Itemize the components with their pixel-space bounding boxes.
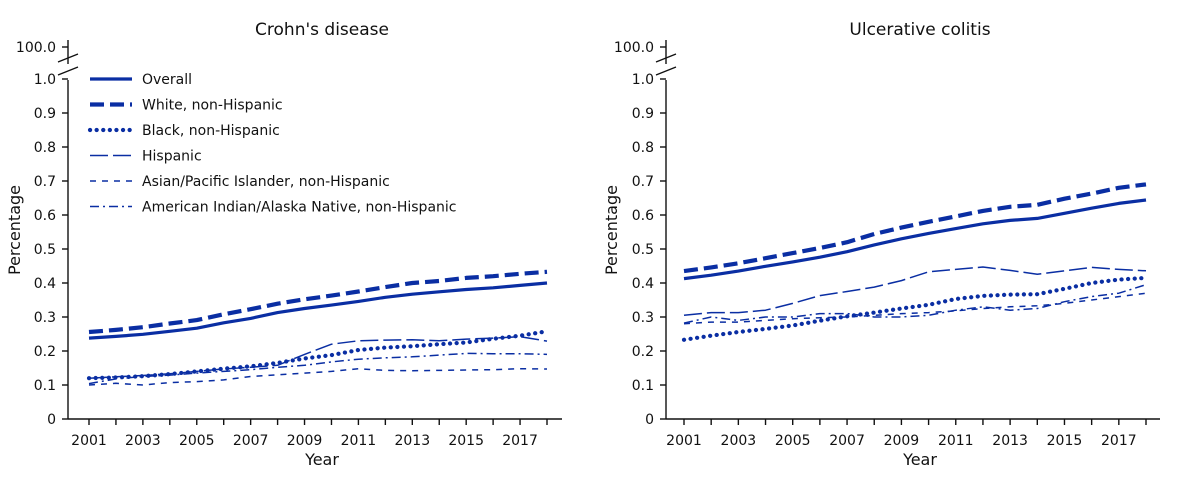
y-tick-label: 0.8 [632, 140, 654, 156]
x-tick-label: 2003 [721, 433, 757, 449]
y-tick-label: 0.2 [632, 344, 654, 360]
y-tick-label: 0.9 [632, 106, 654, 122]
series-line-asian-pacific-islander-non-hispanic [683, 292, 1147, 325]
legend-label: Black, non-Hispanic [142, 123, 280, 139]
series-line-american-indian-alaska-native-non-hispanic [88, 352, 548, 385]
y-tick-label: 0.4 [34, 276, 56, 292]
panel-title-ulcerative-colitis: Ulcerative colitis [849, 20, 990, 40]
x-tick-label: 2013 [992, 433, 1028, 449]
y-tick-label: 0.7 [632, 174, 654, 190]
x-tick-label: 2001 [71, 433, 107, 449]
y-tick-label-break: 100.0 [16, 40, 56, 56]
axis-break-mark [655, 66, 677, 76]
x-tick-label: 2003 [125, 433, 161, 449]
axis-break-mark [57, 53, 79, 63]
axis-break-mark [655, 53, 677, 63]
x-tick-label: 2013 [394, 433, 430, 449]
y-tick-label-break: 100.0 [614, 40, 654, 56]
x-tick-label: 2005 [775, 433, 811, 449]
series-line-hispanic [88, 335, 548, 379]
series-line-asian-pacific-islander-non-hispanic [88, 367, 548, 386]
y-tick-label: 0.3 [632, 310, 654, 326]
y-tick-label: 0.5 [632, 242, 654, 258]
y-tick-label: 0.6 [632, 208, 654, 224]
x-tick-label: 2015 [1047, 433, 1083, 449]
y-tick-label: 0.3 [34, 310, 56, 326]
legend-label: Hispanic [142, 149, 202, 165]
series-line-black-non-hispanic [681, 275, 1149, 342]
axis-break-mark [57, 66, 79, 76]
panel-title-crohns: Crohn's disease [255, 20, 389, 40]
y-tick-label: 0.1 [34, 378, 56, 394]
x-tick-label: 2007 [829, 433, 865, 449]
series-line-white-non-hispanic [88, 269, 548, 335]
legend-label: Overall [142, 72, 192, 88]
y-tick-label: 0.7 [34, 174, 56, 190]
legend-label: Asian/Pacific Islander, non-Hispanic [142, 174, 390, 190]
ulcerative-colitis-plot-area: 0 0.1 0.2 0.3 0.4 0.5 0.6 0.7 0.8 0.9 1.0 100.0 2001… [614, 40, 1160, 449]
series-line-american-indian-alaska-native-non-hispanic [683, 283, 1147, 324]
x-axis-label-crohns: Year [304, 450, 339, 469]
x-tick-label: 2017 [502, 433, 538, 449]
crohns-disease-panel: Crohn's disease Year Percentage 00.10.20… [5, 20, 562, 469]
legend-label: American Indian/Alaska Native, non-Hispa… [142, 200, 456, 216]
y-tick-label: 0.4 [632, 276, 654, 292]
crohns-plot-area: 0 0.1 0.2 0.3 0.4 0.5 0.6 0.7 0.8 0.9 1.0 100.0 2001… [16, 40, 562, 449]
legend: Overall White, non-Hispanic Black, non-His… [87, 72, 456, 216]
x-tick-label: 2011 [341, 433, 377, 449]
x-tick-label: 2015 [448, 433, 484, 449]
y-tick-label: 1.0 [632, 72, 654, 88]
y-tick-label: 0.9 [34, 106, 56, 122]
y-tick-label: 0.8 [34, 140, 56, 156]
y-tick-label: 0 [47, 412, 56, 428]
series-line-white-non-hispanic [683, 182, 1147, 274]
legend-label: White, non-Hispanic [142, 98, 283, 114]
x-tick-label: 2009 [884, 433, 920, 449]
x-tick-label: 2017 [1101, 433, 1137, 449]
x-tick-label: 2007 [233, 433, 269, 449]
y-tick-label: 0 [645, 412, 654, 428]
x-tick-label: 2001 [666, 433, 702, 449]
y-axis-label-crohns: Percentage [5, 185, 24, 275]
x-axis-label-ulcerative-colitis: Year [902, 450, 937, 469]
y-tick-label: 1.0 [34, 72, 56, 88]
y-tick-label: 0.5 [34, 242, 56, 258]
y-axis-label-ulcerative-colitis: Percentage [602, 185, 621, 275]
x-tick-label: 2011 [938, 433, 974, 449]
ulcerative-colitis-panel: Ulcerative colitis Year Percentage 00.10… [602, 20, 1160, 469]
series-line-hispanic [683, 266, 1147, 317]
y-tick-label: 0.1 [632, 378, 654, 394]
series-line-black-non-hispanic [86, 329, 550, 381]
y-tick-label: 0.2 [34, 344, 56, 360]
series-line-overall [88, 281, 548, 340]
series-line-overall [683, 198, 1147, 281]
x-tick-label: 2009 [287, 433, 323, 449]
y-tick-label: 0.6 [34, 208, 56, 224]
x-tick-label: 2005 [179, 433, 215, 449]
